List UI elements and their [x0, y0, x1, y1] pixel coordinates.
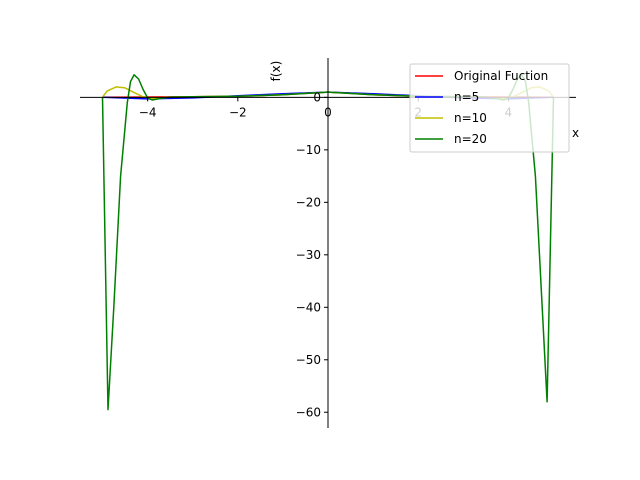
x-tick-label: −2 — [229, 105, 247, 119]
legend-items: Original Fuction n=5 n=10 n=20 — [415, 69, 548, 146]
y-axis-label: f(x) — [269, 61, 283, 82]
y-tick-label: −30 — [296, 248, 321, 262]
y-tick-label: −60 — [296, 405, 321, 419]
y-tick-label: 0 — [313, 90, 321, 104]
y-ticks: −60 −50 −40 −30 −20 −10 0 — [296, 90, 328, 419]
legend-frame — [409, 63, 570, 153]
legend-entry: n=5 — [454, 90, 479, 104]
x-tick-label: 0 — [324, 105, 332, 119]
y-tick-label: −10 — [296, 143, 321, 157]
x-axis-label: x — [572, 126, 579, 140]
legend-entry: n=10 — [454, 111, 487, 125]
y-tick-label: −20 — [296, 195, 321, 209]
y-tick-label: −50 — [296, 353, 321, 367]
legend-entry: Original Fuction — [454, 69, 548, 83]
legend: Original Fuction n=5 n=10 n=20 — [409, 63, 570, 153]
y-tick-label: −40 — [296, 300, 321, 314]
x-tick-label: −4 — [139, 105, 157, 119]
legend-entry: n=20 — [454, 132, 487, 146]
